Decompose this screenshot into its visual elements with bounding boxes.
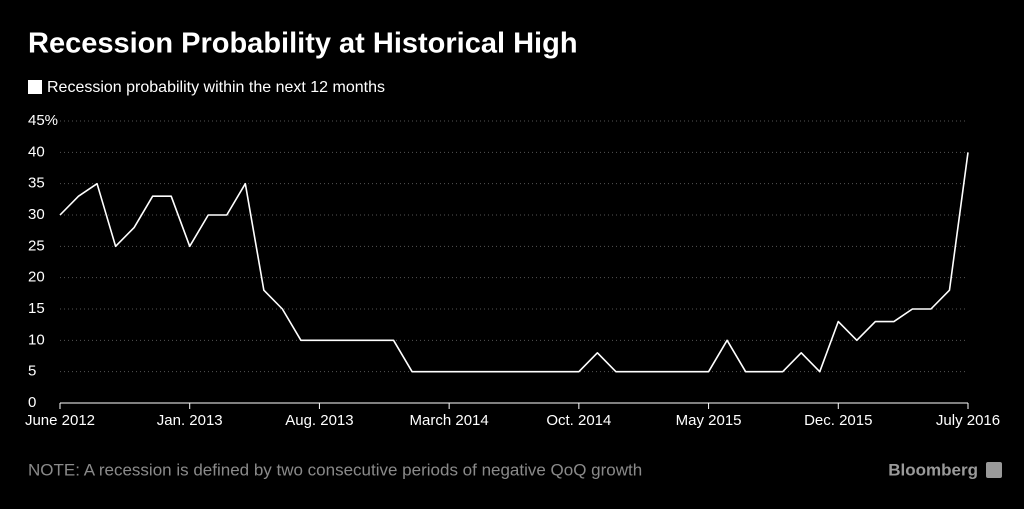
y-tick-label: 35 xyxy=(28,175,45,192)
legend-swatch xyxy=(28,80,42,94)
x-tick-label: May 2015 xyxy=(676,412,742,429)
y-tick-label: 5 xyxy=(28,363,36,380)
x-tick-label: June 2012 xyxy=(25,412,95,429)
y-tick-label: 20 xyxy=(28,269,45,286)
x-tick-label: Dec. 2015 xyxy=(804,412,872,429)
y-tick-label: 40 xyxy=(28,143,45,160)
y-tick-label: 0 xyxy=(28,394,36,411)
note: NOTE: A recession is defined by two cons… xyxy=(28,460,642,479)
y-tick-label: 15 xyxy=(28,300,45,317)
line xyxy=(59,152,969,373)
x-tick-label: March 2014 xyxy=(410,412,489,429)
y-tick-label: 45% xyxy=(28,112,58,129)
y-tick-label: 30 xyxy=(28,206,45,223)
y-tick-label: 10 xyxy=(28,331,45,348)
x-tick-label: Aug. 2013 xyxy=(285,412,353,429)
legend-label: Recession probability within the next 12… xyxy=(47,79,385,96)
source-logo xyxy=(986,462,1002,478)
x-tick-label: July 2016 xyxy=(936,412,1000,429)
y-tick-label: 25 xyxy=(28,237,45,254)
source: Bloomberg xyxy=(888,460,978,479)
x-tick-label: Oct. 2014 xyxy=(546,412,611,429)
x-tick-label: Jan. 2013 xyxy=(157,412,223,429)
chart-title: Recession Probability at Historical High xyxy=(28,28,578,60)
